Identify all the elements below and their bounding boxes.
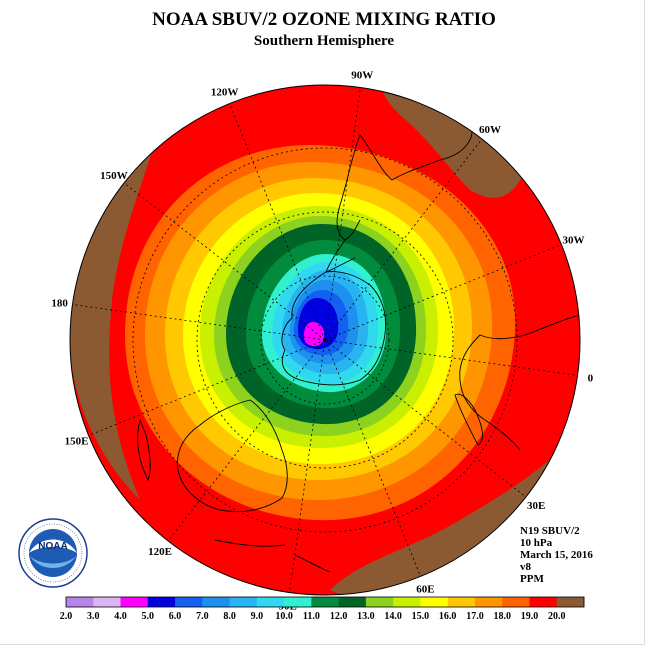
colorbar-swatch xyxy=(474,597,503,607)
longitude-label: 150W xyxy=(100,170,128,182)
colorbar-swatch xyxy=(393,597,421,607)
info-block: N19 SBUV/2 10 hPa March 15, 2016 v8 PPM xyxy=(520,525,593,585)
colorbar-swatch xyxy=(502,597,530,607)
coast-africa xyxy=(459,314,580,451)
pressure-label: 10 hPa xyxy=(520,537,553,549)
coast-antarctica xyxy=(281,271,387,386)
colorbar-tick-label: 7.0 xyxy=(196,611,209,622)
longitude-label: 180 xyxy=(51,298,68,310)
longitude-label: 30E xyxy=(527,500,545,512)
colorbar-tick-label: 14.0 xyxy=(384,611,402,622)
colorbar-swatch xyxy=(66,597,94,607)
longitude-label: 120E xyxy=(148,546,172,558)
colorbar-tick-label: 18.0 xyxy=(493,611,511,622)
graticule xyxy=(72,87,578,593)
colorbar-swatch xyxy=(311,597,340,607)
latitude-circle-70 xyxy=(260,275,390,405)
colorbar-tick-label: 12.0 xyxy=(330,611,348,622)
colorbar-swatch xyxy=(338,597,367,607)
colorbar: 2.0 3.0 4.0 5.0 6.0 7.0 8.0 9.0 10.0 11.0 12.0 13.0… xyxy=(60,596,585,622)
coast-indonesia xyxy=(214,539,331,573)
longitude-label: 150E xyxy=(65,435,89,447)
colorbar-tick-label: 19.0 xyxy=(521,611,539,622)
longitude-label: 60E xyxy=(416,583,434,595)
colorbar-tick-label: 2.0 xyxy=(60,611,73,622)
colorbar-tick-label: 16.0 xyxy=(439,611,457,622)
colorbar-tick-label: 3.0 xyxy=(87,611,100,622)
colorbar-swatch xyxy=(147,597,176,607)
colorbar-frame xyxy=(65,596,585,608)
map-title: NOAA SBUV/2 OZONE MIXING RATIO xyxy=(152,9,496,30)
latitude-circle-50 xyxy=(196,211,454,469)
colorbar-swatch xyxy=(93,597,122,607)
colorbar-tick-label: 15.0 xyxy=(412,611,430,622)
colorbar-swatch xyxy=(365,597,394,607)
contour-20-lobe-north xyxy=(380,85,530,198)
colorbar-tick-label: 4.0 xyxy=(114,611,127,622)
colorbar-swatch xyxy=(420,597,449,607)
latitude-circle-30 xyxy=(132,147,518,533)
longitude-label: 30W xyxy=(562,235,584,247)
coast-madagascar xyxy=(454,393,483,446)
colorbar-tick-label: 6.0 xyxy=(169,611,182,622)
colorbar-swatch xyxy=(556,597,585,607)
colorbar-swatch xyxy=(256,597,285,607)
contour-20-lobe-south xyxy=(330,420,580,595)
date-label: March 15, 2016 xyxy=(520,549,593,561)
colorbar-swatch xyxy=(229,597,258,607)
colorbar-swatch xyxy=(120,597,149,607)
logo-text: NOAA xyxy=(38,541,67,552)
contour-4 xyxy=(303,322,325,347)
disk-outline xyxy=(69,84,581,596)
colorbar-swatch xyxy=(175,597,203,607)
colorbar-tick-label: 8.0 xyxy=(223,611,236,622)
coast-australia xyxy=(177,399,288,513)
colorbar-swatch xyxy=(284,597,312,607)
longitude-label: 120W xyxy=(211,87,239,99)
colorbar-tick-label: 5.0 xyxy=(142,611,155,622)
colorbar-tick-label: 9.0 xyxy=(251,611,264,622)
colorbar-tick-label: 17.0 xyxy=(466,611,484,622)
longitude-label: 90W xyxy=(351,70,373,82)
colorbar-swatch xyxy=(529,597,558,607)
instrument-label: N19 SBUV/2 xyxy=(520,525,580,537)
units-label: PPM xyxy=(520,573,544,585)
colorbar-tick-label: 10.0 xyxy=(275,611,293,622)
longitude-labels: 90W60W30W030E60E90E120E150E180150W120W xyxy=(51,70,593,613)
version-label: v8 xyxy=(520,561,532,573)
longitude-label: 0 xyxy=(588,372,594,384)
colorbar-tick-label: 20.0 xyxy=(548,611,566,622)
colorbar-tick-label: 13.0 xyxy=(357,611,375,622)
noaa-logo: NOAA xyxy=(18,518,88,588)
colorbar-tick-label: 11.0 xyxy=(303,611,320,622)
ozone-disk xyxy=(70,85,580,595)
colorbar-swatch xyxy=(447,597,476,607)
coast-new-zealand xyxy=(137,418,151,482)
colorbar-swatch xyxy=(202,597,231,607)
longitude-label: 60W xyxy=(479,124,501,136)
map-subtitle: Southern Hemisphere xyxy=(254,33,394,49)
